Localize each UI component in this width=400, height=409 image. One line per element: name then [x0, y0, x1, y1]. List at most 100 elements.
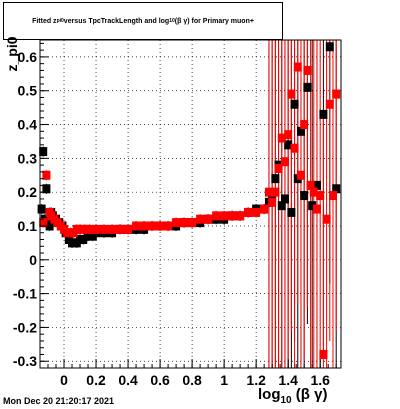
data-point-black [68, 238, 77, 248]
data-point-red [204, 214, 213, 224]
date-stamp: Mon Dec 20 21:20:17 2021 [3, 396, 115, 406]
title-sub2: 10 [169, 18, 175, 24]
data-point-red [277, 133, 286, 143]
data-point-red [290, 143, 299, 153]
data-point-red [188, 218, 197, 228]
plot-frame [39, 39, 342, 369]
y-tick-label: 0.4 [18, 117, 38, 133]
x-tick-label: 1.2 [246, 372, 266, 388]
x-tick-label: 0.4 [118, 372, 138, 388]
data-point-red [236, 211, 245, 221]
data-point-black [312, 180, 321, 190]
x-tick-labels: 0 0.2 0.4 0.6 0.8 1 1.2 1.4 1.6 [60, 372, 330, 388]
data-point-black [284, 140, 293, 150]
data-point-black [280, 194, 289, 204]
data-point-red [296, 170, 305, 180]
x-axis-label-tail: (β γ) [295, 386, 328, 403]
x-tick-label: 0.2 [86, 372, 106, 388]
data-point-red [132, 221, 141, 231]
data-point-red [271, 187, 280, 197]
data-point-red [280, 157, 289, 167]
x-tick-label: 0 [60, 372, 68, 388]
data-point-black [308, 201, 317, 211]
data-point-red [287, 89, 296, 99]
grid-lines [40, 40, 341, 368]
title-suffix: (β γ) for Primary muon+ [174, 17, 254, 25]
data-point-red [303, 65, 312, 75]
x-tick-label: 0.6 [150, 372, 170, 388]
data-point-red [196, 214, 205, 224]
y-tick-label: 0 [29, 252, 37, 268]
data-point-black [287, 207, 296, 217]
data-point-red [124, 224, 133, 234]
title-prefix: Fitted z [32, 17, 57, 25]
data-point-black [332, 184, 341, 194]
data-point-red [244, 207, 253, 217]
data-point-black [37, 204, 46, 214]
data-point-red [274, 163, 283, 173]
data-point-red [140, 221, 149, 231]
data-point-red [322, 214, 331, 224]
data-point-red [172, 218, 181, 228]
data-point-red [309, 187, 318, 197]
x-axis-label: log10 (β γ) [258, 386, 327, 406]
data-point-black [84, 231, 93, 241]
y-tick-label: 0.1 [18, 218, 38, 234]
y-tick-label: -0.3 [13, 353, 37, 369]
data-point-red [92, 224, 101, 234]
y-tick-label: -0.1 [13, 286, 37, 302]
title-sub1: pi0 [56, 18, 64, 24]
data-point-black [325, 42, 334, 52]
chart-title: Fitted z pi0 versus TpcTrackLength and lo… [3, 2, 283, 40]
data-point-red [293, 62, 302, 72]
axis-ticks [40, 42, 337, 369]
y-axis-label: z_pi0 [4, 36, 20, 72]
y-tick-label: 0.5 [18, 83, 38, 99]
data-point-red [212, 211, 221, 221]
data-point-red [306, 180, 315, 190]
data-point-black [319, 109, 328, 119]
data-point-red [80, 224, 89, 234]
data-point-black [290, 99, 299, 109]
y-tick-label: -0.2 [13, 319, 37, 335]
data-point-red [252, 207, 261, 217]
x-tick-label: 1.4 [278, 372, 298, 388]
y-tick-labels: -0.3 -0.2 -0.1 0 0.1 0.2 0.3 0.4 0.5 0.6 [13, 49, 37, 369]
data-point-red [116, 224, 125, 234]
data-point-red [42, 170, 51, 180]
data-point-red [148, 221, 157, 231]
x-tick-label: 0.8 [182, 372, 202, 388]
y-tick-label: 0.6 [18, 49, 38, 65]
data-point-black [303, 82, 312, 92]
title-middle: versus TpcTrackLength and log [63, 17, 170, 25]
data-point-black [300, 191, 309, 201]
data-point-red [264, 187, 273, 197]
y-tick-label: 0.3 [18, 150, 38, 166]
data-point-black [277, 201, 286, 211]
data-point-red [332, 89, 341, 99]
error-bars [41, 40, 337, 368]
data-point-red [228, 211, 237, 221]
data-point-red [156, 221, 165, 231]
data-point-red [100, 224, 109, 234]
data-point-black [296, 126, 305, 136]
data-point-black [79, 235, 88, 245]
data-point-red [300, 120, 309, 130]
data-point-red [328, 191, 337, 201]
data-point-red [76, 224, 85, 234]
data-point-black [42, 184, 51, 194]
data-point-red [268, 197, 277, 207]
data-point-red [85, 224, 94, 234]
x-tick-label: 1 [220, 372, 228, 388]
data-point-red [180, 218, 189, 228]
data-point-red [108, 224, 117, 234]
data-point-red [260, 204, 269, 214]
data-point-red [220, 211, 229, 221]
y-tick-label: 0.2 [18, 184, 38, 200]
x-axis-label-main: log [258, 386, 281, 403]
data-point-red [319, 349, 328, 359]
data-point-red [284, 130, 293, 140]
data-point-black [271, 174, 280, 184]
x-tick-label: 1.6 [310, 372, 330, 388]
